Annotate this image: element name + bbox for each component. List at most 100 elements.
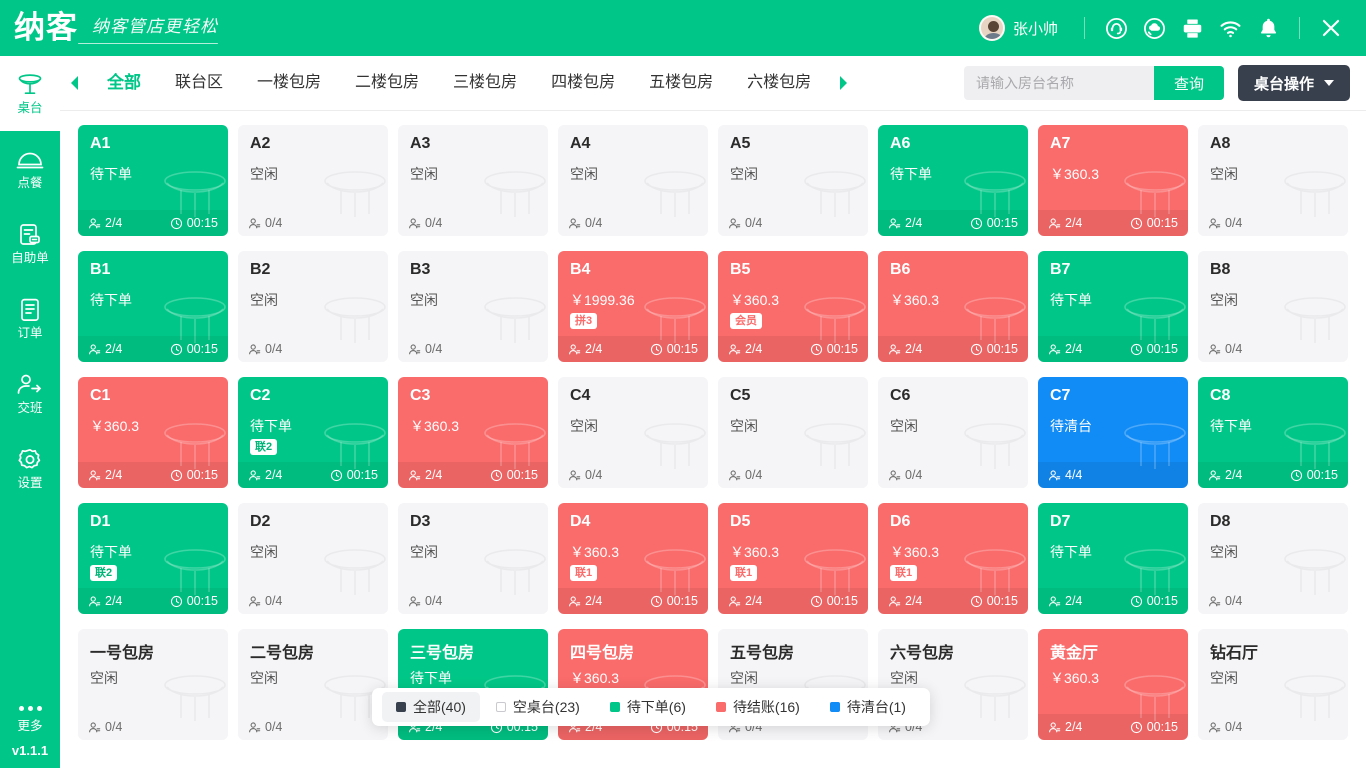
close-icon[interactable] <box>1312 9 1350 47</box>
search-button[interactable]: 查询 <box>1153 66 1224 100</box>
table-card-seats-value: 2/4 <box>745 594 763 608</box>
table-card[interactable]: 一号包房 空闲 0/4 <box>78 629 228 740</box>
table-card[interactable]: D6 ￥360.3 联1 2/4 00:15 <box>878 503 1028 614</box>
table-card-seats-value: 4/4 <box>1065 468 1083 482</box>
table-card[interactable]: D5 ￥360.3 联1 2/4 00:15 <box>718 503 868 614</box>
table-card[interactable]: A7 ￥360.3 2/4 00:15 <box>1038 125 1188 236</box>
table-card-status: ￥360.3 <box>570 670 620 686</box>
table-card-footer: 2/4 00:15 <box>718 336 868 362</box>
table-card[interactable]: D8 空闲 0/4 <box>1198 503 1348 614</box>
tab-joint[interactable]: 联台区 <box>158 73 240 93</box>
table-card[interactable]: A5 空闲 0/4 <box>718 125 868 236</box>
table-card[interactable]: C3 ￥360.3 2/4 00:15 <box>398 377 548 488</box>
tab-floor-2[interactable]: 二楼包房 <box>338 73 436 93</box>
table-card-title: 二号包房 <box>250 645 315 662</box>
tab-floor-1[interactable]: 一楼包房 <box>240 73 338 93</box>
table-card-seats: 2/4 <box>88 216 122 230</box>
table-card[interactable]: A4 空闲 0/4 <box>558 125 708 236</box>
table-card[interactable]: B8 空闲 0/4 <box>1198 251 1348 362</box>
table-card-badge: 拼3 <box>570 313 598 329</box>
tab-label: 联台区 <box>175 74 224 91</box>
legend-filter-pending-order[interactable]: 待下单(6) <box>596 692 700 722</box>
table-card[interactable]: C8 待下单 2/4 00:15 <box>1198 377 1348 488</box>
table-card-seats-value: 2/4 <box>105 342 123 356</box>
table-card-seats: 0/4 <box>1208 216 1242 230</box>
table-card[interactable]: C4 空闲 0/4 <box>558 377 708 488</box>
table-card[interactable]: A2 空闲 0/4 <box>238 125 388 236</box>
table-card[interactable]: A8 空闲 0/4 <box>1198 125 1348 236</box>
table-card[interactable]: B4 ￥1999.36 拼3 2/4 00:15 <box>558 251 708 362</box>
table-card-timer: 00:15 <box>170 468 218 482</box>
legend-filter-pending-bill[interactable]: 待结账(16) <box>702 692 814 722</box>
table-card-footer: 0/4 <box>878 462 1028 488</box>
table-card-seats-value: 2/4 <box>1225 468 1243 482</box>
table-card[interactable]: B1 待下单 2/4 00:15 <box>78 251 228 362</box>
chevron-right-icon[interactable] <box>828 63 858 103</box>
tab-all[interactable]: 全部 <box>90 73 158 93</box>
table-card[interactable]: C6 空闲 0/4 <box>878 377 1028 488</box>
table-card-status: 待下单 <box>890 166 932 182</box>
table-card[interactable]: B5 ￥360.3 会员 2/4 00:15 <box>718 251 868 362</box>
search-input[interactable] <box>963 66 1154 100</box>
table-card-title: B5 <box>730 261 751 278</box>
table-card[interactable]: A6 待下单 2/4 00:15 <box>878 125 1028 236</box>
table-card[interactable]: B6 ￥360.3 2/4 00:15 <box>878 251 1028 362</box>
chevron-left-icon[interactable] <box>60 63 90 103</box>
table-card[interactable]: 钻石厅 空闲 0/4 <box>1198 629 1348 740</box>
table-card[interactable]: 黄金厅 ￥360.3 2/4 00:15 <box>1038 629 1188 740</box>
support-headset-icon[interactable] <box>1097 9 1135 47</box>
table-card[interactable]: 二号包房 空闲 0/4 <box>238 629 388 740</box>
table-card[interactable]: B2 空闲 0/4 <box>238 251 388 362</box>
sidebar-item-tables[interactable]: 桌台 <box>0 56 60 131</box>
area-tabs: 全部 联台区 一楼包房 二楼包房 三楼包房 四楼包房 五楼包房 六楼包房 <box>90 73 828 93</box>
cloud-sync-icon[interactable] <box>1135 9 1173 47</box>
table-operations-button[interactable]: 桌台操作 <box>1237 65 1350 101</box>
printer-icon[interactable] <box>1173 9 1211 47</box>
table-card[interactable]: C7 待清台 4/4 <box>1038 377 1188 488</box>
table-card[interactable]: D2 空闲 0/4 <box>238 503 388 614</box>
tab-floor-3[interactable]: 三楼包房 <box>436 73 534 93</box>
table-card-status: 空闲 <box>1210 670 1238 686</box>
sidebar-item-orders[interactable]: 订单 <box>0 281 60 356</box>
sidebar-item-settings[interactable]: 设置 <box>0 431 60 506</box>
table-card-status: ￥360.3 <box>1050 166 1100 182</box>
table-card[interactable]: D3 空闲 0/4 <box>398 503 548 614</box>
table-card-status: 空闲 <box>730 670 758 686</box>
table-card[interactable]: B7 待下单 2/4 00:15 <box>1038 251 1188 362</box>
sidebar-item-ordering[interactable]: 点餐 <box>0 131 60 206</box>
legend-filter-pending-clean[interactable]: 待清台(1) <box>816 692 920 722</box>
legend-filter-empty[interactable]: 空桌台(23) <box>482 692 594 722</box>
table-board: A1 待下单 2/4 00:15 A2 空闲 0/4 <box>60 111 1366 768</box>
bell-icon[interactable] <box>1249 9 1287 47</box>
table-card-status: 空闲 <box>1210 292 1238 308</box>
table-card[interactable]: D1 待下单 联2 2/4 00:15 <box>78 503 228 614</box>
sidebar-item-shift[interactable]: 交班 <box>0 356 60 431</box>
table-card[interactable]: A3 空闲 0/4 <box>398 125 548 236</box>
table-card-title: C1 <box>90 387 111 404</box>
sidebar-item-self-order[interactable]: 自助单 <box>0 206 60 281</box>
table-card[interactable]: C5 空闲 0/4 <box>718 377 868 488</box>
table-card-seats: 0/4 <box>1208 594 1242 608</box>
tab-floor-4[interactable]: 四楼包房 <box>534 73 632 93</box>
chevron-down-icon <box>1324 80 1334 86</box>
table-card[interactable]: B3 空闲 0/4 <box>398 251 548 362</box>
user-chip[interactable]: 张小帅 <box>978 15 1058 41</box>
table-card-status: 空闲 <box>410 544 438 560</box>
tab-label: 二楼包房 <box>355 74 420 91</box>
table-card-timer-value: 00:15 <box>1146 216 1178 230</box>
table-card[interactable]: D7 待下单 2/4 00:15 <box>1038 503 1188 614</box>
table-card-seats: 0/4 <box>248 594 282 608</box>
table-card-footer: 2/4 00:15 <box>558 588 708 614</box>
more-dots-icon[interactable] <box>18 706 42 711</box>
tab-floor-5[interactable]: 五楼包房 <box>632 73 730 93</box>
sidebar-more-label[interactable]: 更多 <box>17 719 43 733</box>
table-card[interactable]: C1 ￥360.3 2/4 00:15 <box>78 377 228 488</box>
table-card-seats: 0/4 <box>408 216 442 230</box>
tab-floor-6[interactable]: 六楼包房 <box>730 73 828 93</box>
table-card[interactable]: C2 待下单 联2 2/4 00:15 <box>238 377 388 488</box>
legend-filter-all[interactable]: 全部(40) <box>382 692 480 722</box>
table-card[interactable]: A1 待下单 2/4 00:15 <box>78 125 228 236</box>
wifi-icon[interactable] <box>1211 9 1249 47</box>
table-card[interactable]: D4 ￥360.3 联1 2/4 00:15 <box>558 503 708 614</box>
table-card-title: D1 <box>90 513 111 530</box>
